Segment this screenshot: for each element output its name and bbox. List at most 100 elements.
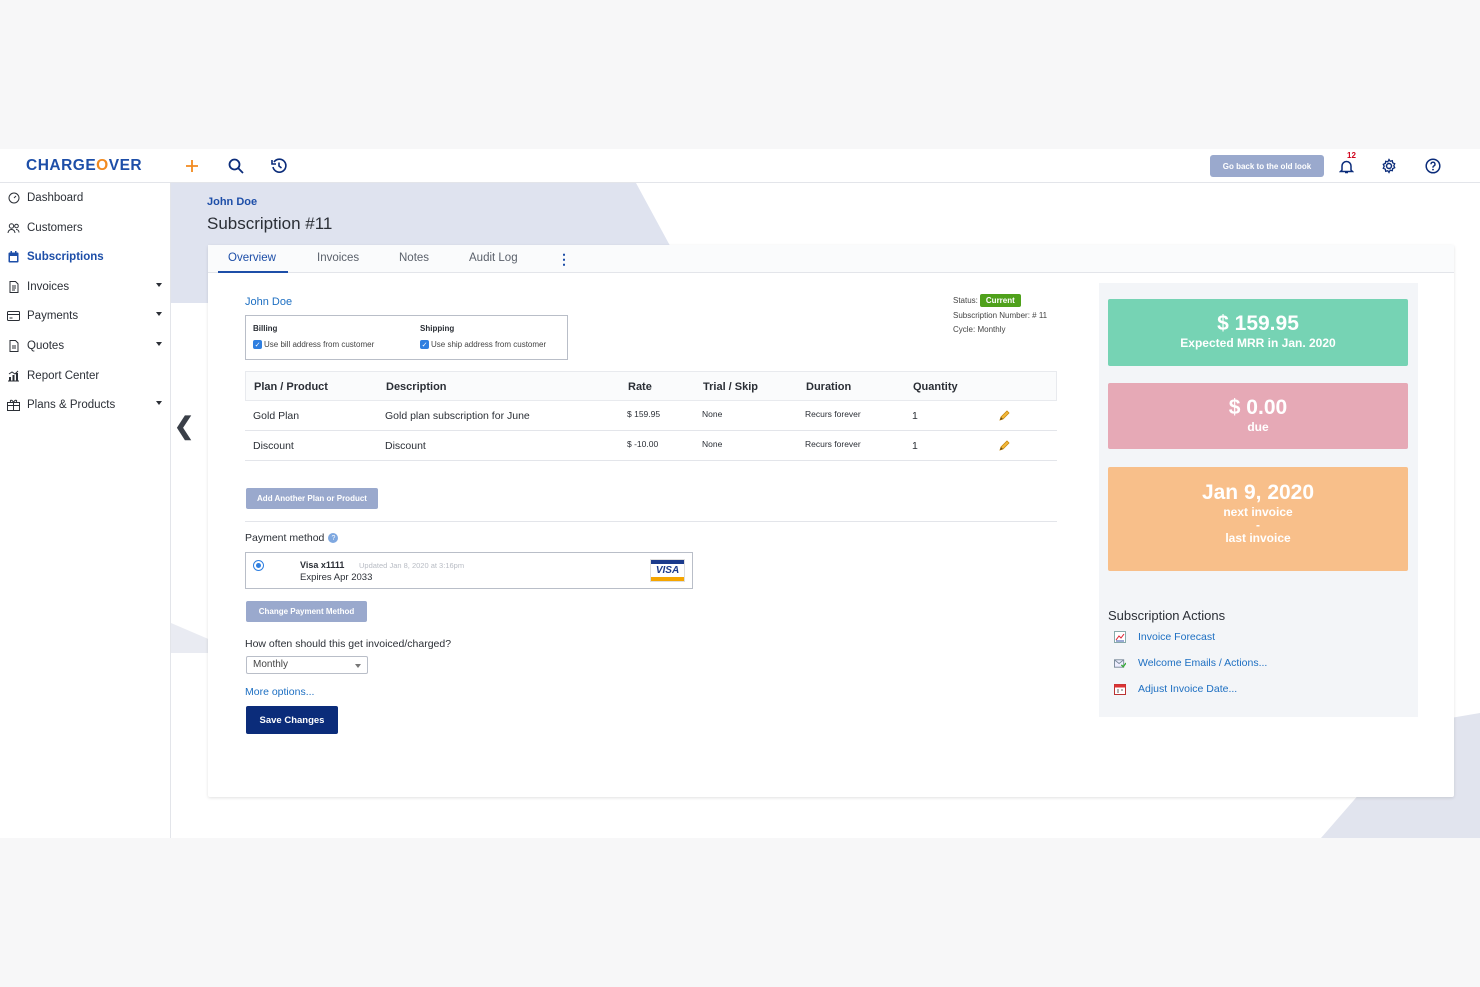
sidebar-item-invoices[interactable]: Invoices [0,276,171,298]
checkbox-checked-icon[interactable]: ✓ [420,340,429,349]
more-options-link[interactable]: More options... [245,686,315,698]
cell-duration: Recurs forever [805,439,861,449]
frequency-selected-value: Monthly [253,659,289,670]
save-changes-button[interactable]: Save Changes [246,706,338,734]
subscription-actions-title: Subscription Actions [1108,608,1226,623]
sidebar-item-label: Invoices [27,281,70,293]
add-plan-button[interactable]: Add Another Plan or Product [246,488,378,509]
calendar-icon [6,250,21,265]
cell-description: Gold plan subscription for June [385,410,530,422]
help-question-icon[interactable]: ? [328,533,339,543]
logo-text-end: VER [108,157,143,174]
notification-count-badge: 12 [1347,151,1356,160]
payment-card-option[interactable]: Visa x1111 Updated Jan 8, 2020 at 3:16pm… [245,552,693,589]
action-label: Adjust Invoice Date... [1138,683,1238,695]
sidebar-item-label: Payments [27,310,79,322]
dropdown-arrow-icon [355,664,361,668]
status-badge: Current [979,294,1021,307]
page-title: Subscription #11 [207,214,333,233]
add-icon[interactable] [181,155,203,177]
tab-audit-log[interactable]: Audit Log [469,252,518,264]
checkbox-checked-icon[interactable]: ✓ [253,340,262,349]
notifications-bell-icon[interactable]: 12 [1335,151,1357,177]
visa-logo-text: VISA [655,565,680,576]
chargeover-logo[interactable]: CHARGEOVER [26,157,142,175]
cell-description: Discount [385,440,426,452]
dashboard-icon [6,191,21,206]
tab-overview[interactable]: Overview [228,252,276,264]
old-look-button[interactable]: Go back to the old look [1210,155,1324,177]
cell-duration: Recurs forever [805,409,861,419]
shipping-address-checkbox[interactable]: ✓ Use ship address from customer [420,340,546,349]
column-header: Trial / Skip [703,381,759,393]
breadcrumb[interactable]: John Doe [207,196,258,208]
action-label: Invoice Forecast [1138,631,1216,643]
more-options-kebab-icon[interactable]: ⋮ [557,251,571,267]
history-icon[interactable] [268,155,290,177]
active-tab-indicator [218,271,288,273]
frequency-select[interactable]: Monthly [246,656,368,674]
customer-name-link[interactable]: John Doe [245,296,293,308]
sidebar-item-report-center[interactable]: Report Center [0,365,171,387]
sidebar-item-label: Customers [27,222,83,234]
sidebar-item-quotes[interactable]: Quotes [0,335,171,357]
visa-logo-icon: VISA [650,559,685,582]
chevron-down-icon[interactable] [156,401,162,405]
help-icon[interactable] [1422,155,1444,177]
chevron-down-icon[interactable] [156,312,162,316]
tab-bar: Overview Invoices Notes Audit Log ⋮ [208,245,1454,273]
billing-address-checkbox[interactable]: ✓ Use bill address from customer [253,340,374,349]
welcome-emails-link[interactable]: Welcome Emails / Actions... [1114,657,1267,669]
subscription-card: Overview Invoices Notes Audit Log ⋮ John… [208,245,1454,797]
collapse-sidebar-icon[interactable]: ❮ [174,413,195,440]
frequency-label: How often should this get invoiced/charg… [245,638,452,650]
mrr-caption: Expected MRR in Jan. 2020 [1180,336,1336,350]
cell-plan: Gold Plan [253,410,300,422]
plans-icon [6,398,21,413]
invoice-forecast-link[interactable]: Invoice Forecast [1114,631,1215,643]
cell-quantity: 1 [912,410,918,422]
report-icon [6,369,21,384]
status-label: Status: [953,296,978,305]
tab-notes[interactable]: Notes [399,252,430,264]
cell-rate: $ 159.95 [627,409,661,419]
action-label: Welcome Emails / Actions... [1138,657,1268,669]
column-header: Description [386,381,447,393]
chevron-down-icon[interactable] [156,283,162,287]
sidebar-item-label: Quotes [27,340,65,352]
amount-due-card: $ 0.00 due [1108,383,1408,449]
table-row: Discount Discount $ -10.00 None Recurs f… [245,431,1057,461]
app-window: CHARGEOVER Go back to the old look 12 Da… [0,149,1480,838]
table-header: Plan / Product Description Rate Trial / … [245,371,1057,401]
section-divider [245,521,1057,522]
sidebar-item-payments[interactable]: Payments [0,305,171,327]
customers-icon [6,221,21,236]
chevron-down-icon[interactable] [156,342,162,346]
cell-quantity: 1 [912,440,918,452]
sidebar-item-label: Plans & Products [27,399,116,411]
top-bar: CHARGEOVER Go back to the old look 12 [0,149,1480,183]
change-payment-method-button[interactable]: Change Payment Method [246,601,367,622]
line-items-table: Plan / Product Description Rate Trial / … [245,371,1057,461]
logo-text-o: O [96,157,109,174]
sidebar-item-plans-products[interactable]: Plans & Products [0,394,171,416]
payment-radio-button[interactable] [253,560,264,571]
sidebar-item-customers[interactable]: Customers [0,217,171,239]
edit-pencil-icon[interactable] [998,409,1011,427]
billing-cycle: Cycle: Monthly [953,325,1006,334]
sidebar-item-dashboard[interactable]: Dashboard [0,187,171,209]
cell-rate: $ -10.00 [627,439,659,449]
tab-invoices[interactable]: Invoices [317,252,360,264]
settings-gear-icon[interactable] [1378,155,1400,177]
search-icon[interactable] [225,155,247,177]
payments-icon [6,309,21,324]
next-invoice-date: Jan 9, 2020 [1201,481,1315,504]
edit-pencil-icon[interactable] [998,439,1011,457]
adjust-invoice-date-link[interactable]: Adjust Invoice Date... [1114,683,1237,695]
calendar-icon [1114,683,1126,695]
billing-checkbox-label: Use bill address from customer [264,340,375,349]
due-amount: $ 0.00 [1228,396,1288,419]
sidebar-item-subscriptions[interactable]: Subscriptions [0,246,171,268]
column-header: Quantity [913,381,958,393]
chart-icon [1114,631,1126,643]
